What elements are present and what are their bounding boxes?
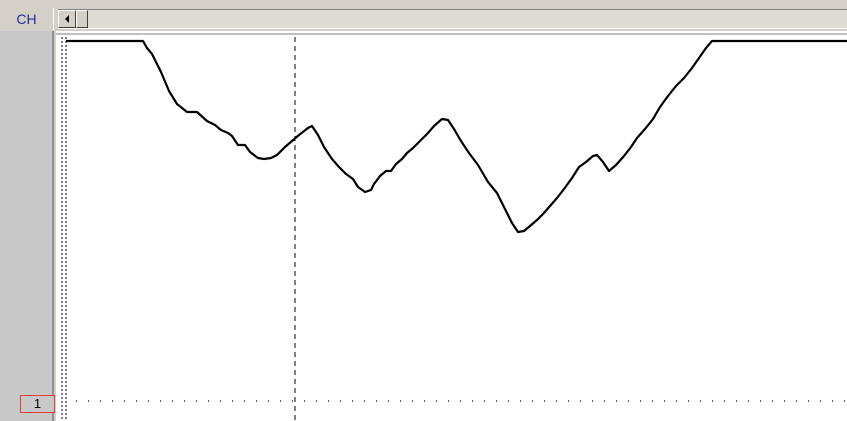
scroll-left-button[interactable] bbox=[58, 10, 76, 28]
horizontal-scrollbar[interactable] bbox=[58, 9, 847, 29]
waveform-canvas bbox=[56, 33, 847, 421]
scroll-track[interactable] bbox=[88, 10, 847, 28]
channel-column-header[interactable]: CH bbox=[0, 8, 54, 30]
toolbar-strip: CH bbox=[0, 0, 847, 31]
scroll-thumb[interactable] bbox=[76, 10, 88, 28]
waveform-trace bbox=[66, 39, 847, 234]
waveform-plot-area[interactable] bbox=[56, 31, 847, 421]
channel-gutter: 1 bbox=[0, 31, 55, 421]
triangle-left-icon bbox=[65, 15, 69, 23]
channel-row-marker[interactable]: 1 bbox=[20, 395, 55, 413]
